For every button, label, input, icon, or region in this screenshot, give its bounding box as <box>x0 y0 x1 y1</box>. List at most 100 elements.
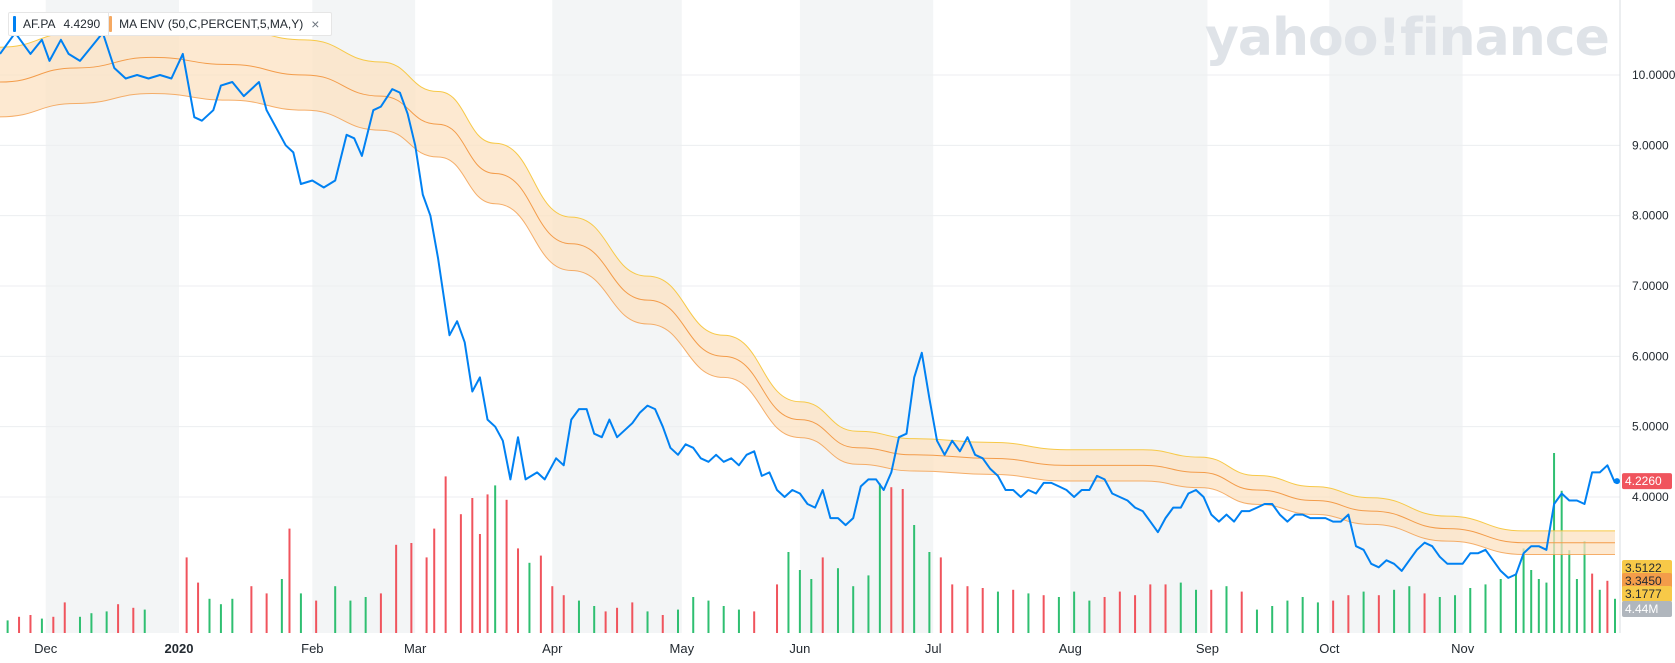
volume-bar <box>562 595 565 633</box>
volume-bar <box>951 584 954 633</box>
legend-indicator-label: MA ENV (50,C,PERCENT,5,MA,Y) <box>119 17 304 31</box>
volume-bar <box>410 543 413 633</box>
volume-bar <box>1484 584 1487 633</box>
volume-bar <box>1088 600 1091 633</box>
volume-bar <box>753 611 756 633</box>
volume-bar <box>1057 597 1060 633</box>
volume-bar <box>528 562 531 633</box>
volume-bar <box>1606 580 1609 633</box>
volume-bar <box>280 579 283 633</box>
y-tick-label: 8.0000 <box>1632 209 1669 223</box>
x-tick-label: Dec <box>34 641 58 656</box>
volume-bar <box>132 607 135 633</box>
volume-bar <box>539 555 542 633</box>
volume-bar <box>1149 584 1152 633</box>
volume-bar <box>288 528 291 633</box>
volume-bar <box>143 609 146 633</box>
volume-bar <box>616 607 619 633</box>
volume-bar <box>478 534 481 633</box>
volume-bar <box>52 616 55 633</box>
legend-indicator-swatch <box>109 16 113 32</box>
volume-bar <box>798 570 801 633</box>
volume-bar <box>722 606 725 633</box>
y-tick-label: 4.0000 <box>1632 490 1669 504</box>
legend-price: 4.4290 <box>63 17 101 31</box>
volume-tag-bg <box>1622 601 1672 617</box>
x-tick-label: Aug <box>1059 641 1082 656</box>
volume-bar <box>966 586 969 633</box>
volume-bar <box>1362 591 1365 633</box>
volume-bar <box>379 593 382 633</box>
y-tick-label: 9.0000 <box>1632 138 1669 152</box>
volume-bar <box>265 593 268 633</box>
volume-bar <box>1614 598 1616 633</box>
x-tick-label: Apr <box>542 641 563 656</box>
volume-bar <box>208 598 211 633</box>
envelope-upper-line <box>0 20 1615 532</box>
last-price-dot <box>1614 478 1620 485</box>
volume-bar <box>395 544 398 633</box>
volume-bar <box>505 499 508 633</box>
volume-bar <box>631 602 634 633</box>
volume-bar <box>334 586 337 633</box>
volume-bar <box>1545 582 1548 633</box>
x-tick-label: Oct <box>1319 641 1340 656</box>
volume-bar <box>981 588 984 633</box>
volume-bar <box>471 498 474 633</box>
volume-bar <box>219 604 222 633</box>
volume-bar <box>1179 582 1182 633</box>
volume-bar <box>486 494 489 633</box>
volume-bar <box>1118 591 1121 633</box>
volume-bar <box>1301 597 1304 633</box>
y-tick-label: 5.0000 <box>1632 420 1669 434</box>
volume-bar <box>867 575 870 633</box>
volume-bar <box>1042 595 1045 633</box>
price-line <box>0 31 1616 579</box>
volume-bar <box>996 591 999 633</box>
volume-bar <box>1316 602 1319 633</box>
y-tick-label: 6.0000 <box>1632 349 1669 363</box>
volume-tag: 4.44M <box>1625 602 1658 616</box>
y-tick-label: 10.0000 <box>1632 68 1675 82</box>
volume-bar <box>1514 573 1517 633</box>
legend-symbol-item[interactable]: AF.PA 4.4290 <box>9 13 108 35</box>
lower-band-tag: 3.1777 <box>1625 587 1662 601</box>
volume-bar <box>1408 586 1411 633</box>
month-band <box>1070 0 1208 633</box>
volume-bar <box>1225 586 1228 633</box>
volume-bar <box>821 557 824 633</box>
volume-bar <box>1575 579 1578 633</box>
volume-bar <box>349 600 352 633</box>
volume-bar <box>6 620 9 633</box>
close-icon[interactable]: × <box>311 16 320 32</box>
ma-value-tag-bg <box>1622 573 1672 589</box>
volume-bar <box>1103 597 1106 633</box>
volume-bar <box>852 586 855 633</box>
volume-bar <box>1568 550 1571 633</box>
volume-bar <box>1530 570 1533 633</box>
volume-bar <box>1522 548 1525 633</box>
volume-bar <box>1438 597 1441 633</box>
volume-bar <box>1286 600 1289 633</box>
volume-bar <box>1393 589 1396 633</box>
x-tick-label: Feb <box>301 641 323 656</box>
x-tick-label: Jul <box>925 641 942 656</box>
volume-bar <box>1423 593 1426 633</box>
volume-bar <box>1073 591 1076 633</box>
volume-bar <box>551 586 554 633</box>
current-price-tag: 4.2260 <box>1625 474 1662 488</box>
legend-indicator-item[interactable]: MA ENV (50,C,PERCENT,5,MA,Y) × <box>108 13 331 35</box>
x-tick-label: Jun <box>789 641 810 656</box>
volume-bar <box>1377 595 1380 633</box>
volume-bar <box>676 609 679 633</box>
volume-bar <box>593 606 596 633</box>
volume-bar <box>444 476 447 633</box>
volume-bar <box>939 557 942 633</box>
volume-bar <box>1598 589 1601 633</box>
volume-bar <box>878 483 881 633</box>
month-band <box>799 0 934 633</box>
upper-band-tag-bg <box>1622 560 1672 576</box>
volume-bar <box>692 597 695 633</box>
upper-band-tag: 3.5122 <box>1625 561 1662 575</box>
